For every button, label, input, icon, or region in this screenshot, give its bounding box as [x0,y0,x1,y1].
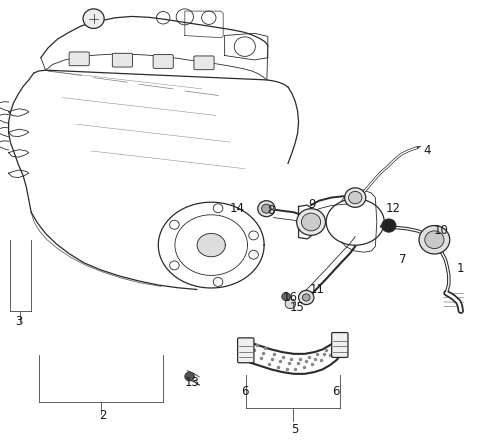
Text: 6: 6 [332,385,340,398]
Circle shape [169,261,179,270]
FancyBboxPatch shape [112,53,132,67]
Text: 4: 4 [423,144,431,158]
Circle shape [301,213,321,231]
Circle shape [282,293,290,301]
Circle shape [299,290,314,305]
Circle shape [169,220,179,229]
Circle shape [213,204,223,213]
Polygon shape [197,234,225,257]
Circle shape [297,209,325,235]
Circle shape [249,231,258,240]
Circle shape [348,191,362,204]
FancyBboxPatch shape [194,56,214,70]
Text: 3: 3 [15,315,23,329]
Circle shape [285,299,296,309]
Circle shape [83,9,104,28]
FancyBboxPatch shape [153,55,173,68]
FancyBboxPatch shape [69,52,89,66]
FancyBboxPatch shape [332,333,348,357]
Text: 15: 15 [289,301,304,314]
Text: 6: 6 [241,385,249,398]
Circle shape [345,188,366,207]
Text: 1: 1 [457,262,465,275]
Text: 13: 13 [185,376,199,389]
Text: 10: 10 [434,224,449,238]
Circle shape [262,204,271,213]
Circle shape [185,372,194,381]
Circle shape [382,219,396,232]
FancyBboxPatch shape [238,338,254,363]
Text: 7: 7 [399,253,407,266]
Text: 9: 9 [308,198,316,211]
Text: 8: 8 [267,204,275,218]
Text: 14: 14 [230,202,245,215]
Circle shape [425,231,444,249]
Text: 11: 11 [309,283,324,296]
Circle shape [258,201,275,217]
Text: 16: 16 [282,291,298,304]
Text: 5: 5 [291,423,299,436]
Circle shape [213,278,223,286]
Circle shape [419,226,450,254]
Circle shape [249,250,258,259]
Text: 12: 12 [386,202,401,215]
Circle shape [302,294,310,301]
Text: 2: 2 [99,408,107,422]
